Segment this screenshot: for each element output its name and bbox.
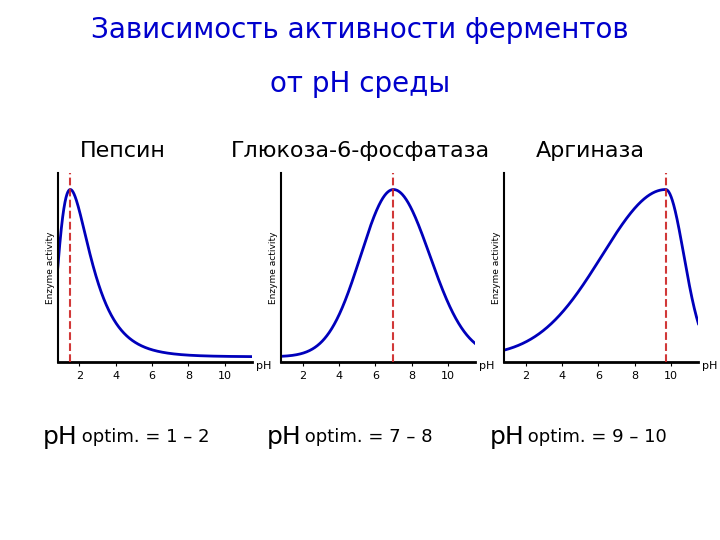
Text: Зависимость активности ферментов: Зависимость активности ферментов <box>91 16 629 44</box>
Text: optim. = 1 – 2: optim. = 1 – 2 <box>76 428 209 447</box>
Text: optim. = 7 – 8: optim. = 7 – 8 <box>299 428 432 447</box>
Y-axis label: Enzyme activity: Enzyme activity <box>46 231 55 303</box>
Text: optim. = 9 – 10: optim. = 9 – 10 <box>522 428 667 447</box>
Text: pH: pH <box>702 361 717 371</box>
Text: pH: pH <box>479 361 494 371</box>
Text: pH: pH <box>43 426 78 449</box>
Y-axis label: Enzyme activity: Enzyme activity <box>492 231 501 303</box>
Text: pH: pH <box>490 426 524 449</box>
Text: pH: pH <box>266 426 301 449</box>
Text: Пепсин: Пепсин <box>79 141 166 161</box>
Text: pH: pH <box>256 361 271 371</box>
Text: Аргиназа: Аргиназа <box>536 141 645 161</box>
Text: от pH среды: от pH среды <box>270 70 450 98</box>
Y-axis label: Enzyme activity: Enzyme activity <box>269 231 278 303</box>
Text: Глюкоза-6-фосфатаза: Глюкоза-6-фосфатаза <box>230 141 490 161</box>
